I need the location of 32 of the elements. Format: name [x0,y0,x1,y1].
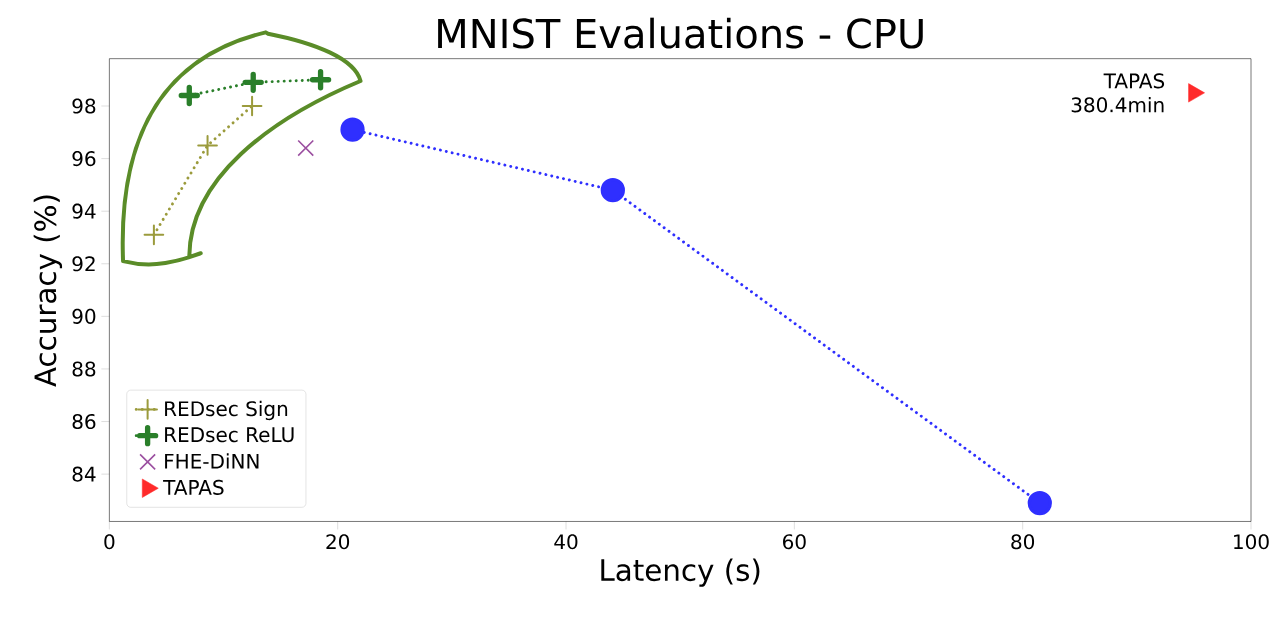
y-tick-label: 92 [72,255,95,272]
x-tick-label: 40 [554,533,578,550]
y-tick-label: 98 [72,98,96,114]
y-tick-label: 90 [72,308,96,324]
chart-title: MNIST Evaluations - CPU [438,17,923,49]
point [309,68,332,91]
legend-label: REDsec Sign [165,400,288,420]
annotation: TAPAS 380.4min [1071,73,1165,113]
x-tick-label: 20 [326,533,350,550]
y-tick-label: 84 [72,466,96,482]
x-tick-label: 0 [104,533,115,550]
point [340,117,365,142]
x-tick-label: 60 [783,533,806,550]
x-tick-label: 80 [1011,533,1035,550]
x-tick-label: 100 [1234,533,1269,550]
y-tick-label: 96 [72,150,96,166]
y-tick-label: 86 [72,413,96,429]
point [197,134,218,156]
legend-label: FHE-DiNN [165,453,259,469]
point [143,224,165,245]
point [178,84,200,106]
x-axis-title: Latency (s) [601,558,760,587]
point [242,71,264,93]
point [600,177,625,203]
y-tick-label: 88 [72,361,96,377]
legend-label: TAPAS [163,479,224,495]
point [1027,490,1052,515]
legend-label: REDsec ReLU [165,427,294,442]
y-tick-label: 94 [72,203,96,219]
point [241,95,263,117]
y-axis-title: Accuracy (%) [33,195,63,387]
point [297,139,315,157]
